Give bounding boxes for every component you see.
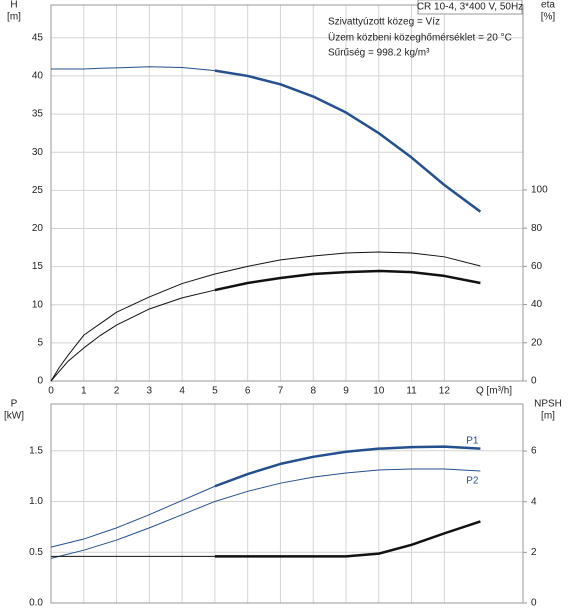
curve — [50, 289, 216, 382]
y2-tick-label: 100 — [531, 185, 548, 196]
curve — [50, 485, 216, 548]
y-axis-label: H — [10, 0, 17, 11]
y-tick-label: 25 — [32, 185, 44, 196]
plot-frame — [50, 4, 524, 382]
y-tick-label: 5 — [37, 338, 43, 349]
y2-axis-label: NPSH — [534, 399, 562, 410]
y-axis-unit: [m] — [7, 12, 21, 23]
curve-label: P1 — [466, 435, 479, 446]
y-tick-label: 10 — [32, 299, 44, 310]
curve — [214, 269, 481, 292]
x-tick-label: 4 — [179, 386, 185, 397]
y2-tick-label: 20 — [531, 337, 543, 348]
annotation: Üzem közbeni közeghőmérséklet = 20 °C — [328, 32, 512, 44]
y-tick-label: 15 — [32, 261, 44, 272]
x-tick-label: 1 — [81, 386, 87, 397]
y-tick-label: 30 — [32, 147, 44, 158]
y-tick-label: 1.0 — [29, 496, 43, 507]
curve — [50, 468, 481, 559]
x-tick-label: 7 — [278, 386, 284, 397]
x-tick-label: 9 — [343, 386, 349, 397]
x-tick-label: 12 — [439, 386, 451, 397]
y2-tick-label: 6 — [531, 446, 537, 457]
curve — [214, 69, 482, 213]
curve — [214, 445, 481, 488]
x-tick-label: 8 — [310, 386, 316, 397]
curve-label: P2 — [466, 476, 479, 487]
y-tick-label: 0 — [37, 376, 43, 387]
y2-tick-label: 40 — [531, 299, 543, 310]
curve — [50, 251, 481, 382]
annotation: Sűrűség = 998.2 kg/m³ — [328, 48, 430, 59]
title-box — [417, 0, 523, 15]
y2-tick-label: 0 — [531, 376, 537, 387]
y2-tick-label: 80 — [531, 223, 543, 234]
x-tick-label: 10 — [373, 386, 385, 397]
plot-frame — [50, 403, 524, 604]
chart-title: CR 10-4, 3*400 V, 50Hz — [417, 2, 523, 13]
x-axis-label: Q [m³/h] — [476, 386, 512, 397]
y2-tick-label: 0 — [531, 598, 537, 609]
y-tick-label: 1.5 — [29, 445, 43, 456]
x-tick-label: 2 — [114, 386, 120, 397]
y2-tick-label: 4 — [531, 496, 537, 507]
x-tick-label: 11 — [406, 386, 417, 397]
curve — [51, 66, 215, 72]
y-tick-label: 20 — [32, 223, 44, 234]
x-tick-label: 3 — [147, 386, 153, 397]
annotation: Szivattyúzott közeg = Víz — [328, 17, 440, 28]
plots: 0 1 2 3 4 5 6 7 8 9 10 11 12051015202530354045020406… — [4, 0, 562, 609]
x-tick-label: 5 — [212, 386, 218, 397]
y-tick-label: 0.5 — [29, 547, 43, 558]
y2-tick-label: 2 — [531, 547, 537, 558]
y-axis-unit: [kW] — [4, 411, 24, 422]
y2-axis-label: eta — [541, 0, 555, 11]
y2-tick-label: 60 — [531, 261, 543, 272]
y2-axis-unit: [%] — [541, 12, 556, 23]
curve — [214, 520, 481, 558]
x-tick-label: 0 — [48, 386, 54, 397]
y-tick-label: 35 — [32, 109, 44, 120]
y-tick-label: 0.0 — [29, 598, 43, 609]
x-tick-label: 6 — [245, 386, 251, 397]
y-axis-label: P — [11, 399, 18, 410]
y-tick-label: 40 — [32, 71, 44, 82]
y2-axis-unit: [m] — [541, 411, 555, 422]
y-tick-label: 45 — [32, 32, 44, 43]
